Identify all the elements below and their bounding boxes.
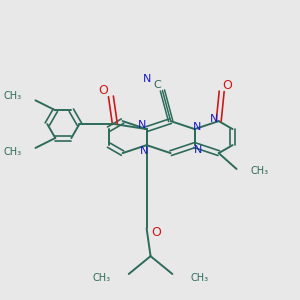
Text: N: N (143, 74, 152, 84)
Text: CH₃: CH₃ (4, 147, 22, 157)
Text: N: N (210, 114, 218, 124)
Text: CH₃: CH₃ (4, 92, 22, 101)
Text: CH₃: CH₃ (93, 273, 111, 283)
Text: N: N (137, 120, 146, 130)
Text: O: O (223, 79, 232, 92)
Text: N: N (140, 146, 148, 156)
Text: C: C (154, 80, 161, 89)
Text: N: N (193, 122, 201, 132)
Text: O: O (98, 84, 108, 97)
Text: CH₃: CH₃ (250, 166, 268, 176)
Text: CH₃: CH₃ (190, 273, 208, 283)
Text: O: O (152, 226, 161, 239)
Text: N: N (194, 145, 202, 155)
